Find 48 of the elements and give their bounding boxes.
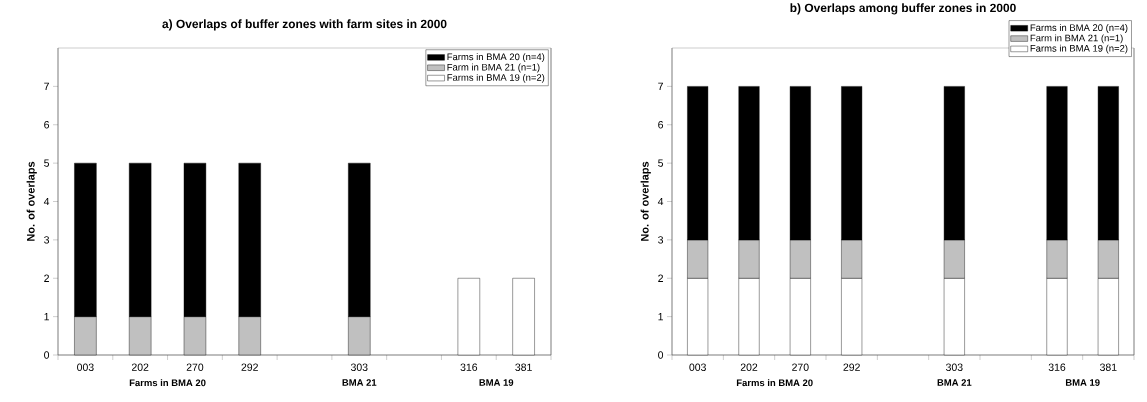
- x-tick-label: 202: [740, 363, 758, 371]
- legend-label: Farms in BMA 20 (n=4): [1030, 24, 1128, 33]
- y-tick-label: 0: [44, 351, 50, 359]
- x-tick-label: 381: [515, 363, 532, 371]
- y-tick-label: 5: [658, 159, 664, 167]
- y-tick-label: 7: [658, 82, 663, 90]
- x-tick-label: 202: [131, 363, 149, 371]
- x-tick-label: 292: [241, 363, 258, 371]
- y-tick-label: 6: [44, 121, 50, 129]
- y-tick-label: 1: [658, 313, 663, 321]
- legend-label: Farms in BMA 20 (n=4): [447, 53, 545, 63]
- bar: [457, 278, 480, 356]
- legend-label: Farm in BMA 21 (n=1): [1030, 34, 1123, 44]
- y-tick-label: 5: [44, 159, 50, 167]
- x-tick-label: 003: [77, 363, 94, 371]
- x-tick-label: 303: [946, 363, 963, 371]
- y-tick-label: 4: [43, 197, 50, 206]
- text: Farms in BMA 20: [736, 379, 813, 387]
- x-tick-label: 303: [350, 363, 368, 371]
- bar: [512, 278, 535, 356]
- x-tick-label: 270: [792, 363, 809, 371]
- x-tick-label: 381: [1100, 363, 1117, 371]
- chart-title: a) Overlaps of buffer zones with farm sites in 2000: [162, 19, 447, 31]
- y-axis-title: No. of overlaps: [640, 161, 651, 241]
- y-tick-label: 7: [44, 82, 49, 90]
- text: BMA 21: [937, 379, 972, 386]
- legend-label: Farm in BMA 21 (n=1): [447, 63, 540, 73]
- y-tick-label: 0: [658, 351, 664, 359]
- y-tick-label: 3: [658, 236, 664, 244]
- y-tick-label: 4: [657, 197, 664, 206]
- x-tick-label: 003: [689, 363, 706, 371]
- y-axis-title: No. of overlaps: [26, 161, 37, 241]
- y-tick-label: 2: [658, 274, 663, 282]
- y-tick-label: 3: [44, 236, 50, 244]
- x-tick-label: 316: [460, 363, 478, 371]
- x-tick-label: 292: [843, 363, 860, 371]
- legend-label: Farms in BMA 19 (n=2): [1030, 44, 1128, 54]
- text: BMA 21: [342, 379, 377, 386]
- x-tick-label: 316: [1048, 363, 1066, 371]
- chart-title: b) Overlaps among buffer zones in 2000: [790, 3, 1016, 15]
- text: BMA 19: [1065, 379, 1100, 386]
- text: Farms in BMA 20: [129, 379, 206, 387]
- x-tick-label: 270: [186, 363, 204, 371]
- y-tick-label: 2: [44, 274, 49, 282]
- legend-label: Farms in BMA 19 (n=2): [447, 73, 545, 83]
- y-tick-label: 1: [44, 313, 49, 321]
- y-tick-label: 6: [658, 121, 664, 129]
- text: BMA 19: [479, 379, 514, 386]
